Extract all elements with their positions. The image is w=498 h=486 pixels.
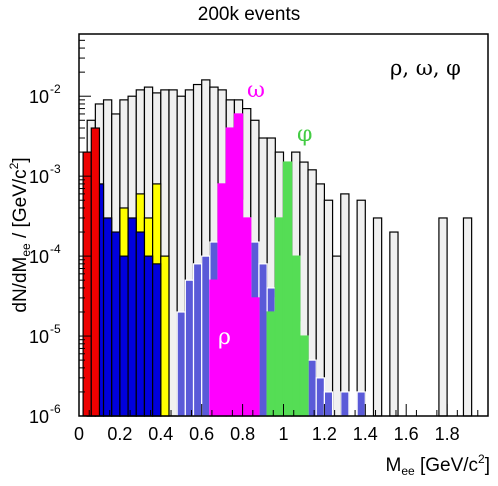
bar-5-8 — [143, 255, 154, 417]
bar-0-31 — [331, 255, 342, 417]
y-axis-label: dN/dMee / [GeV/c2] — [7, 157, 33, 312]
bar-2-2 — [225, 127, 236, 417]
x-label-unit: [GeV/c — [414, 455, 479, 476]
bar-2-3 — [233, 113, 244, 417]
bar-0-38 — [389, 231, 399, 417]
bar-1-4 — [192, 263, 203, 417]
x-label-sub: ee — [401, 464, 415, 478]
x-tick-label-0: 0 — [74, 424, 84, 444]
bar-1-19 — [315, 377, 326, 417]
bar-6-0 — [82, 151, 92, 417]
bar-3-3 — [291, 255, 301, 417]
bar-2-5 — [250, 297, 260, 417]
phi-label: φ — [297, 122, 313, 147]
y-tick-exp-0: -6 — [50, 402, 61, 416]
x-tick-label-1: 0.2 — [107, 424, 132, 444]
x-tick-label-5: 1 — [278, 424, 288, 444]
bar-5-6 — [127, 217, 137, 417]
y-label-main: dN/dM — [10, 256, 31, 313]
bar-5-5 — [119, 255, 129, 417]
bar-6-1 — [90, 127, 101, 417]
y-label-sub: ee — [19, 243, 33, 257]
x-tick-label-3: 0.6 — [189, 424, 214, 444]
bar-0-36 — [372, 217, 383, 417]
y-tick-exp-1: -5 — [50, 322, 61, 336]
bar-0-34 — [356, 199, 366, 417]
bar-2-4 — [242, 217, 252, 417]
y-tick-exp-4: -2 — [50, 82, 61, 96]
y-tick-exp-2: -4 — [50, 242, 61, 256]
bar-0-44 — [438, 217, 448, 417]
x-label-sup: 2 — [478, 452, 485, 466]
bar-1-2 — [176, 311, 186, 417]
bar-2-0 — [209, 279, 219, 417]
x-tick-label-7: 1.4 — [353, 424, 378, 444]
bar-0-47 — [462, 217, 473, 417]
bar-1-3 — [184, 279, 195, 417]
y-tick-label-2: 10 — [29, 247, 49, 267]
bar-1-24 — [356, 391, 366, 417]
bar-5-7 — [135, 231, 146, 417]
bar-1-20 — [323, 391, 334, 417]
x-tick-label-6: 1.2 — [312, 424, 337, 444]
x-tick-label-8: 1.6 — [394, 424, 419, 444]
bar-3-4 — [299, 335, 309, 417]
bar-1-18 — [307, 359, 317, 417]
y-label-unit: / [GeV/c — [10, 169, 31, 244]
y-tick-exp-3: -3 — [50, 162, 61, 176]
chart-title: 200k events — [197, 4, 301, 25]
x-label-main: M — [385, 455, 402, 476]
bar-1-22 — [340, 391, 350, 417]
series-3 — [266, 161, 309, 417]
y-tick-label-4: 10 — [29, 87, 49, 107]
bar-5-4 — [111, 231, 121, 417]
bar-5-3 — [102, 217, 113, 417]
x-label-close: ] — [484, 455, 490, 476]
bar-0-11 — [168, 89, 178, 417]
x-tick-label-9: 1.8 — [435, 424, 460, 444]
rho-label: ρ — [218, 325, 231, 350]
y-label-sup: 2 — [7, 162, 21, 170]
legend-text: ρ, ω, φ — [390, 56, 461, 80]
x-tick-label-2: 0.4 — [148, 424, 173, 444]
bar-0-30 — [323, 199, 334, 417]
y-label-close: ] — [10, 157, 31, 163]
bar-1-12 — [258, 263, 268, 417]
y-tick-label-3: 10 — [29, 167, 49, 187]
bar-3-0 — [266, 311, 276, 417]
y-tick-label-0: 10 — [29, 407, 49, 427]
bar-5-9 — [152, 263, 162, 417]
x-tick-label-4: 0.8 — [230, 424, 255, 444]
y-tick-label-1: 10 — [29, 327, 49, 347]
bar-4-10 — [160, 255, 170, 417]
omega-label: ω — [247, 78, 265, 103]
bar-1-5 — [201, 255, 211, 417]
bar-3-1 — [274, 217, 285, 417]
bar-2-1 — [217, 183, 227, 417]
x-axis-label: Mee [GeV/c2] — [385, 452, 490, 478]
series-6 — [82, 127, 101, 417]
bar-0-32 — [340, 193, 350, 417]
bar-3-2 — [282, 161, 293, 417]
